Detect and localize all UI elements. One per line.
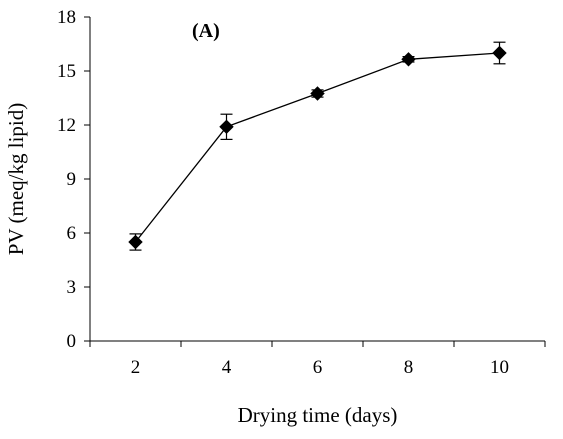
x-tick-label: 8 bbox=[404, 357, 414, 378]
x-tick-label: 6 bbox=[313, 357, 323, 378]
data-point bbox=[219, 119, 234, 135]
axes: 0 3 6 9 12 15 18 2 4 6 8 10 bbox=[57, 7, 546, 378]
y-tick-label: 9 bbox=[67, 169, 77, 190]
data-point bbox=[401, 52, 416, 67]
data-point bbox=[492, 45, 507, 61]
y-tick-label: 0 bbox=[67, 331, 77, 352]
x-tick-label: 2 bbox=[131, 357, 141, 378]
y-tick-label: 15 bbox=[57, 61, 76, 82]
series-line bbox=[134, 52, 500, 243]
panel-label: (A) bbox=[192, 20, 220, 42]
data-point bbox=[128, 234, 143, 250]
x-tick-label: 10 bbox=[490, 357, 509, 378]
y-tick-label: 3 bbox=[67, 277, 77, 298]
x-tick-label: 4 bbox=[222, 357, 232, 378]
series-layer bbox=[128, 41, 507, 251]
y-tick-label: 6 bbox=[67, 223, 77, 244]
x-axis-title: Drying time (days) bbox=[238, 403, 398, 427]
y-tick-label: 18 bbox=[57, 7, 76, 28]
y-axis-title: PV (meq/kg lipid) bbox=[4, 103, 28, 255]
y-tick-label: 12 bbox=[57, 115, 76, 136]
data-point bbox=[310, 86, 325, 101]
